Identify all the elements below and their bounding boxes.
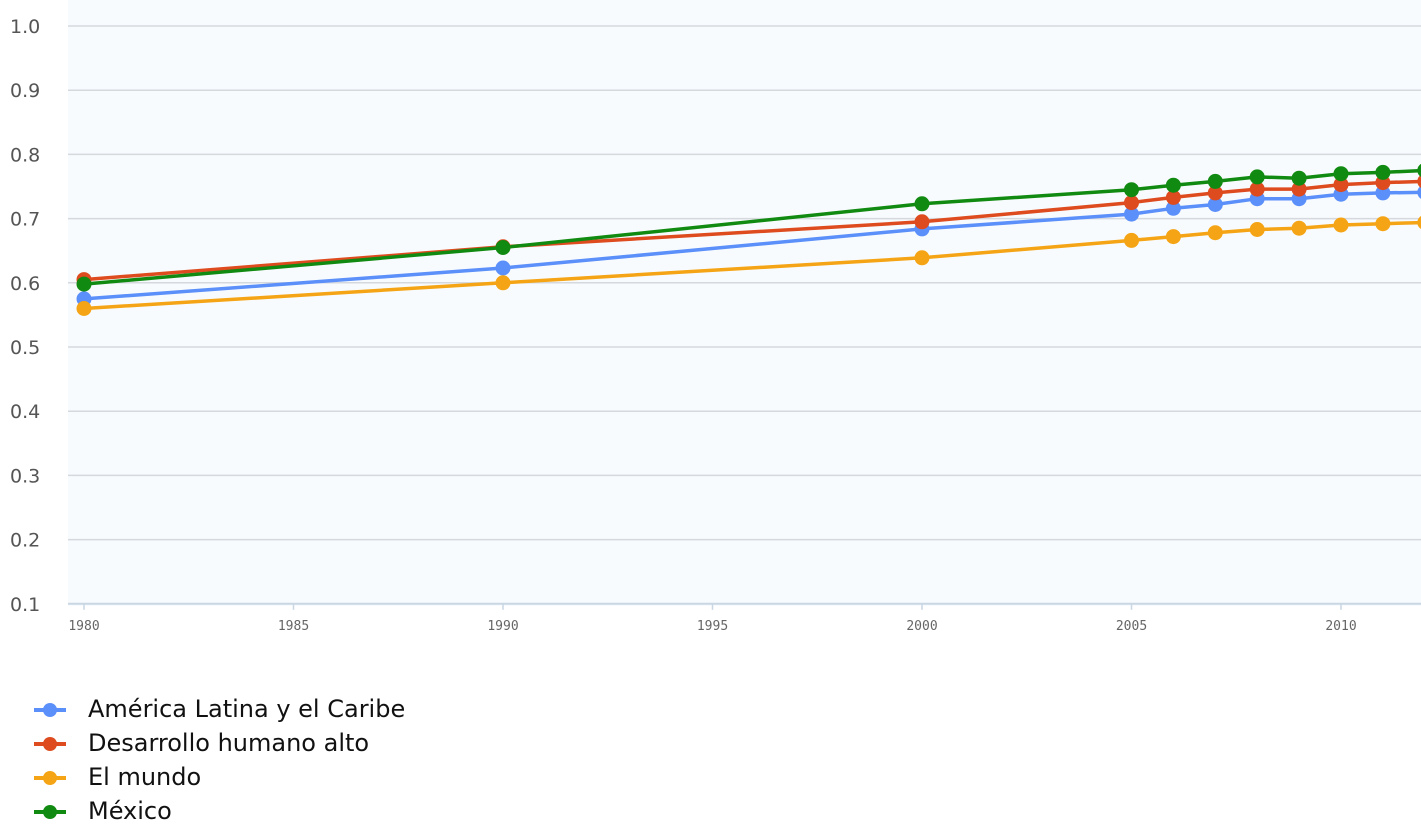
data-point[interactable] xyxy=(496,261,511,276)
x-tick-label: 1990 xyxy=(487,619,518,634)
x-tick-label: 1985 xyxy=(278,619,309,634)
legend-item-desarrollo-humano-alto[interactable]: Desarrollo humano alto xyxy=(34,726,405,760)
y-tick-label: 0.9 xyxy=(10,80,40,102)
y-tick-label: 1.0 xyxy=(10,16,40,38)
data-point[interactable] xyxy=(1124,182,1139,197)
x-tick-label: 2000 xyxy=(906,619,937,634)
data-point[interactable] xyxy=(1250,169,1265,184)
x-axis-tick-labels: 1980 1985 1990 1995 2000 2005 2010 xyxy=(68,604,1356,634)
data-point[interactable] xyxy=(1375,165,1390,180)
legend-item-america-latina[interactable]: América Latina y el Caribe xyxy=(34,692,405,726)
legend-label-america-latina: América Latina y el Caribe xyxy=(88,695,405,723)
x-tick-label: 2005 xyxy=(1116,619,1147,634)
data-point[interactable] xyxy=(1166,229,1181,244)
data-point[interactable] xyxy=(1375,216,1390,231)
data-point[interactable] xyxy=(915,250,930,265)
data-point[interactable] xyxy=(1292,171,1307,186)
legend-marker-el-mundo xyxy=(34,770,66,784)
data-point[interactable] xyxy=(1208,225,1223,240)
data-point[interactable] xyxy=(1292,221,1307,236)
data-point[interactable] xyxy=(496,240,511,255)
y-tick-label: 0.3 xyxy=(10,465,40,487)
data-point[interactable] xyxy=(77,277,92,292)
y-tick-label: 0.8 xyxy=(10,144,40,166)
legend-label-mexico: México xyxy=(88,797,172,825)
data-point[interactable] xyxy=(915,214,930,229)
legend-label-el-mundo: El mundo xyxy=(88,763,201,791)
data-point[interactable] xyxy=(1334,166,1349,181)
x-tick-label: 2010 xyxy=(1325,619,1356,634)
data-point[interactable] xyxy=(1334,218,1349,233)
legend-marker-mexico xyxy=(34,804,66,818)
legend-label-desarrollo-humano-alto: Desarrollo humano alto xyxy=(88,729,369,757)
legend-item-mexico[interactable]: México xyxy=(34,794,405,828)
legend-marker-america-latina xyxy=(34,702,66,716)
y-tick-label: 0.4 xyxy=(10,401,40,423)
data-point[interactable] xyxy=(77,301,92,316)
data-point[interactable] xyxy=(496,275,511,290)
x-tick-label: 1995 xyxy=(697,619,728,634)
y-tick-label: 0.2 xyxy=(10,530,40,552)
y-tick-label: 0.6 xyxy=(10,273,40,295)
data-point[interactable] xyxy=(1124,233,1139,248)
x-tick-label: 1980 xyxy=(68,619,99,634)
data-point[interactable] xyxy=(915,196,930,211)
data-point[interactable] xyxy=(1124,195,1139,210)
y-tick-label: 0.7 xyxy=(10,209,40,231)
legend-marker-desarrollo-humano-alto xyxy=(34,736,66,750)
data-point[interactable] xyxy=(1250,222,1265,237)
legend-item-el-mundo[interactable]: El mundo xyxy=(34,760,405,794)
data-point[interactable] xyxy=(1208,174,1223,189)
y-tick-label: 0.1 xyxy=(10,594,40,616)
legend: América Latina y el Caribe Desarrollo hu… xyxy=(34,692,405,828)
data-point[interactable] xyxy=(1166,178,1181,193)
y-axis-tick-labels: 1.0 0.9 0.8 0.7 0.6 0.5 0.4 0.3 0.2 0.1 xyxy=(10,16,40,616)
y-tick-label: 0.5 xyxy=(10,337,40,359)
